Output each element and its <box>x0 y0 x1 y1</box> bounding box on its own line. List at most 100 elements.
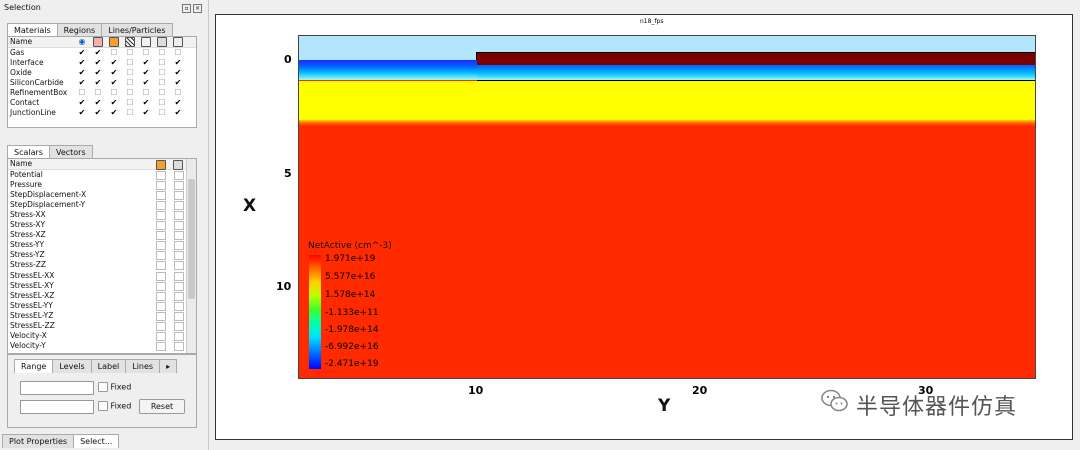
material-checkbox[interactable]: ✔ <box>142 108 150 117</box>
tab-materials[interactable]: Materials <box>7 23 58 37</box>
scalar-row[interactable]: Stress-XZ <box>8 230 196 241</box>
scalar-checkbox[interactable] <box>156 271 166 281</box>
scalar-checkbox[interactable] <box>156 281 166 291</box>
material-checkbox[interactable]: ✔ <box>94 78 102 87</box>
material-checkbox[interactable]: ✔ <box>142 98 150 107</box>
material-checkbox[interactable]: ☐ <box>158 108 166 117</box>
material-row[interactable]: Oxide ✔ ✔ ✔ ☐ ✔ ☐ ✔ <box>8 68 196 78</box>
scalar-checkbox[interactable] <box>156 231 166 241</box>
material-checkbox[interactable]: ✔ <box>174 78 182 87</box>
material-checkbox[interactable]: ☐ <box>126 48 134 57</box>
scalar-row[interactable]: Velocity-X <box>8 331 196 341</box>
scalar-checkbox[interactable] <box>174 271 184 281</box>
material-checkbox[interactable]: ✔ <box>110 68 118 77</box>
range-max-input[interactable] <box>20 400 94 414</box>
reset-button[interactable]: Reset <box>139 399 185 414</box>
scalar-row[interactable]: StressEL-YY <box>8 301 196 311</box>
tab-select[interactable]: Select... <box>73 434 120 448</box>
scalar-checkbox[interactable] <box>174 181 184 191</box>
material-checkbox[interactable]: ✔ <box>78 68 86 77</box>
material-checkbox[interactable]: ☐ <box>174 88 182 97</box>
material-checkbox[interactable]: ☐ <box>78 88 86 97</box>
float-icon[interactable]: ▫ <box>182 4 191 13</box>
scalar-row[interactable]: Stress-XY <box>8 220 196 231</box>
scalar-checkbox[interactable] <box>174 311 184 321</box>
scalar-checkbox[interactable] <box>174 291 184 301</box>
scalar-row[interactable]: StepDisplacement-Y <box>8 200 196 211</box>
material-checkbox[interactable]: ✔ <box>110 78 118 87</box>
scalar-checkbox[interactable] <box>156 321 166 331</box>
material-checkbox[interactable]: ☐ <box>126 98 134 107</box>
plot-area[interactable] <box>298 35 1036 379</box>
scalar-checkbox[interactable] <box>156 201 166 211</box>
tab-levels[interactable]: Levels <box>52 359 92 373</box>
material-checkbox[interactable]: ☐ <box>110 48 118 57</box>
tab-regions[interactable]: Regions <box>56 23 103 37</box>
material-checkbox[interactable]: ☐ <box>142 88 150 97</box>
tab-lines[interactable]: Lines <box>125 359 161 373</box>
tab-scalars[interactable]: Scalars <box>7 145 50 159</box>
scalar-checkbox[interactable] <box>156 211 166 221</box>
material-checkbox[interactable]: ✔ <box>94 108 102 117</box>
tab-overflow-arrow[interactable]: ▸ <box>159 359 178 373</box>
material-row[interactable]: Gas ✔ ✔ ☐ ☐ ☐ ☐ ☐ <box>8 48 196 58</box>
material-checkbox[interactable]: ✔ <box>78 108 86 117</box>
scalar-row[interactable]: StressEL-XX <box>8 271 196 281</box>
material-checkbox[interactable]: ☐ <box>158 48 166 57</box>
material-checkbox[interactable]: ☐ <box>126 78 134 87</box>
material-row[interactable]: RefinementBox ☐ ☐ ☐ ☐ ☐ ☐ ☐ <box>8 88 196 98</box>
tab-lines-particles[interactable]: Lines/Particles <box>101 23 173 37</box>
scalar-checkbox[interactable] <box>156 171 166 181</box>
material-checkbox[interactable]: ✔ <box>110 98 118 107</box>
material-checkbox[interactable]: ☐ <box>174 48 182 57</box>
material-checkbox[interactable]: ☐ <box>126 58 134 67</box>
close-icon[interactable]: × <box>193 4 202 13</box>
scalar-row[interactable]: StressEL-XY <box>8 281 196 291</box>
tab-label[interactable]: Label <box>90 359 127 373</box>
scalar-checkbox[interactable] <box>156 181 166 191</box>
scalar-row[interactable]: Pressure <box>8 180 196 191</box>
scalar-checkbox[interactable] <box>156 251 166 261</box>
material-checkbox[interactable]: ✔ <box>94 68 102 77</box>
material-checkbox[interactable]: ✔ <box>94 98 102 107</box>
material-checkbox[interactable]: ✔ <box>94 58 102 67</box>
material-checkbox[interactable]: ✔ <box>110 58 118 67</box>
scrollbar-thumb[interactable] <box>188 179 195 299</box>
fixed-min-checkbox[interactable]: Fixed <box>98 382 131 392</box>
scalar-checkbox[interactable] <box>156 311 166 321</box>
material-checkbox[interactable]: ✔ <box>174 58 182 67</box>
scalar-checkbox[interactable] <box>156 191 166 201</box>
scalar-checkbox[interactable] <box>156 341 166 351</box>
range-min-input[interactable] <box>20 381 94 395</box>
material-checkbox[interactable]: ☐ <box>158 98 166 107</box>
tab-range[interactable]: Range <box>14 359 54 373</box>
fixed-max-checkbox[interactable]: Fixed <box>98 401 131 411</box>
scalar-row[interactable]: Stress-XX <box>8 210 196 221</box>
tab-plot-properties[interactable]: Plot Properties <box>2 434 75 448</box>
scalar-row[interactable]: Stress-YY <box>8 240 196 251</box>
material-checkbox[interactable]: ✔ <box>110 108 118 117</box>
scalar-checkbox[interactable] <box>174 211 184 221</box>
material-row[interactable]: JunctionLine ✔ ✔ ✔ ☐ ✔ ☐ ✔ <box>8 108 196 118</box>
scalar-checkbox[interactable] <box>174 261 184 271</box>
material-checkbox[interactable]: ☐ <box>158 88 166 97</box>
material-checkbox[interactable]: ☐ <box>158 78 166 87</box>
scalar-checkbox[interactable] <box>174 231 184 241</box>
material-checkbox[interactable]: ☐ <box>142 48 150 57</box>
material-checkbox[interactable]: ✔ <box>94 48 102 57</box>
scalar-row[interactable]: StressEL-ZZ <box>8 321 196 331</box>
scalar-checkbox[interactable] <box>174 221 184 231</box>
material-checkbox[interactable]: ✔ <box>142 68 150 77</box>
scalar-row[interactable]: StressEL-XZ <box>8 291 196 301</box>
material-checkbox[interactable]: ☐ <box>158 58 166 67</box>
material-checkbox[interactable]: ☐ <box>126 68 134 77</box>
material-checkbox[interactable]: ✔ <box>174 108 182 117</box>
scalar-checkbox[interactable] <box>156 331 166 341</box>
scalar-checkbox[interactable] <box>174 321 184 331</box>
scalar-checkbox[interactable] <box>174 241 184 251</box>
scalar-row[interactable]: Stress-YZ <box>8 250 196 261</box>
scalar-checkbox[interactable] <box>156 261 166 271</box>
scalar-checkbox[interactable] <box>174 301 184 311</box>
scalar-checkbox[interactable] <box>174 281 184 291</box>
material-checkbox[interactable]: ☐ <box>158 68 166 77</box>
